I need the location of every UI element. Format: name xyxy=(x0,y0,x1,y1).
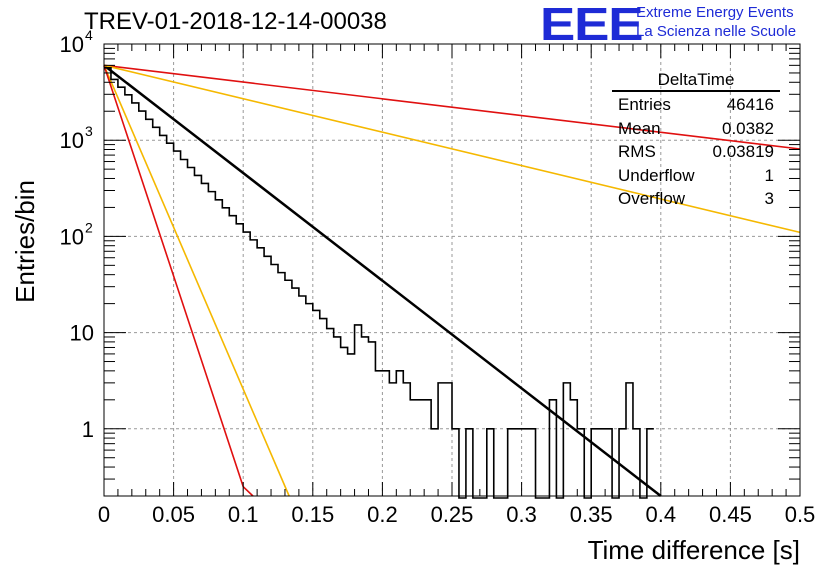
logo-line-1: Extreme Energy Events xyxy=(636,4,794,21)
stats-row-entries: Entries 46416 xyxy=(612,93,780,117)
logo-mark: EEE xyxy=(540,0,644,50)
logo-text: Extreme Energy Events La Scienza nelle S… xyxy=(636,3,796,41)
x-tick-label: 0.45 xyxy=(709,502,752,527)
x-tick-labels: 0 0.05 0.1 0.15 0.2 0.25 0.3 0.35 0.4 0.45 0.5 xyxy=(98,502,815,527)
stats-row-underflow: Underflow 1 xyxy=(612,164,780,188)
x-tick-label: 0.4 xyxy=(646,502,677,527)
y-tick-label: 10 xyxy=(60,128,84,153)
fit-line xyxy=(103,65,290,497)
y-tick-label: 10 xyxy=(70,321,94,346)
stats-row-rms: RMS 0.03819 xyxy=(612,140,780,164)
y-tick-exponent: 4 xyxy=(85,27,93,43)
page-title: TREV-01-2018-12-14-00038 xyxy=(84,8,387,35)
y-tick-label: 1 xyxy=(82,417,94,442)
stats-value: 46416 xyxy=(726,95,774,114)
x-tick-label: 0.35 xyxy=(570,502,613,527)
x-tick-label: 0 xyxy=(98,502,110,527)
x-tick-label: 0.05 xyxy=(152,502,195,527)
fit-line xyxy=(103,64,662,497)
y-tick-label: 10 xyxy=(60,32,84,57)
x-tick-label: 0.3 xyxy=(506,502,537,527)
y-axis-label: Entries/bin xyxy=(10,180,40,303)
eee-logo: EEE Extreme Energy Events La Scienza nel… xyxy=(540,1,796,47)
stats-value: 0.03819 xyxy=(712,142,774,161)
logo-line-2: La Scienza nelle Scuole xyxy=(636,23,797,40)
stats-label: RMS xyxy=(618,142,656,161)
x-tick-label: 0.25 xyxy=(431,502,474,527)
stats-label: Underflow xyxy=(618,165,695,185)
histogram-series xyxy=(104,67,654,499)
y-tick-label: 10 xyxy=(60,224,84,249)
stats-row-overflow: Overflow 3 xyxy=(612,187,780,211)
y-tick-exponent: 2 xyxy=(85,219,93,235)
x-tick-label: 0.2 xyxy=(367,502,398,527)
x-tick-label: 0.1 xyxy=(228,502,259,527)
x-tick-label: 0.5 xyxy=(785,502,816,527)
stats-value: 3 xyxy=(764,189,774,208)
stats-label: Entries xyxy=(618,95,671,114)
stats-row-mean: Mean 0.0382 xyxy=(612,117,780,141)
y-tick-exponent: 3 xyxy=(85,123,93,139)
stats-label: Overflow xyxy=(618,189,686,208)
stats-label: Mean xyxy=(618,118,661,138)
stats-value: 0.0382 xyxy=(722,118,774,138)
x-axis-label: Time difference [s] xyxy=(588,535,800,565)
fit-line xyxy=(103,64,801,150)
stats-box: DeltaTime Entries 46416 Mean 0.0382 RMS … xyxy=(612,70,780,211)
axis-ticks xyxy=(103,43,801,497)
stats-title: DeltaTime xyxy=(612,70,780,92)
stats-value: 1 xyxy=(764,165,774,185)
fit-line xyxy=(103,64,801,234)
x-tick-label: 0.15 xyxy=(291,502,334,527)
